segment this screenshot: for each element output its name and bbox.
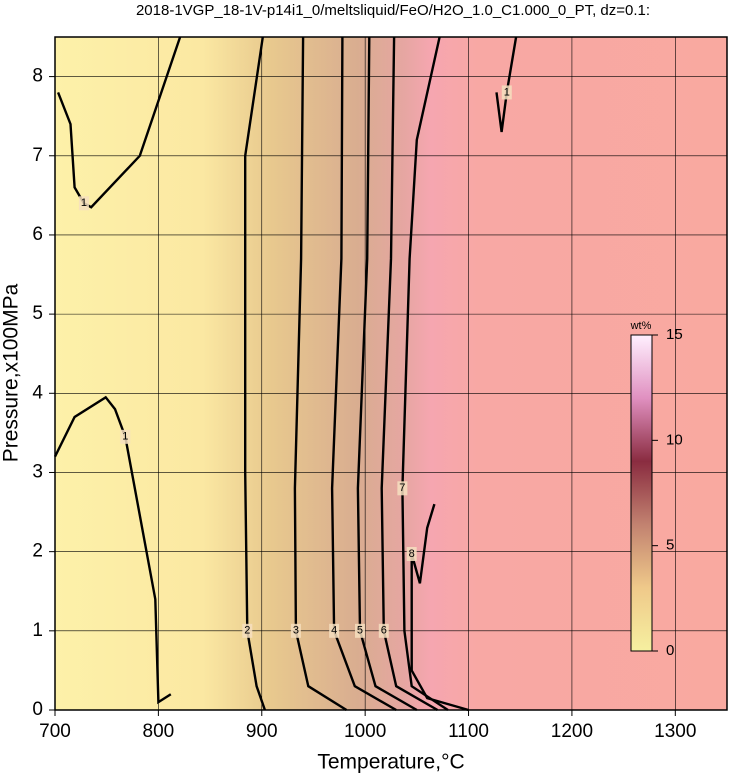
x-tick-label: 700: [39, 721, 71, 742]
y-tick-label: 6: [32, 224, 43, 245]
y-tick-label: 2: [32, 541, 43, 562]
contour-line: [244, 36, 267, 711]
y-tick-label: 4: [32, 382, 43, 403]
x-tick-label: 800: [143, 721, 175, 742]
contour-label: 5: [357, 625, 363, 637]
contour-label-bg: [120, 429, 131, 444]
y-tick-label: 1: [32, 620, 43, 641]
contour-label-bg: [397, 481, 408, 496]
contour-label-bg: [242, 623, 253, 638]
contour-line: [380, 36, 439, 712]
x-tick-label: 1300: [654, 721, 696, 742]
contour-label-bg: [406, 547, 417, 562]
contour-line: [356, 36, 418, 712]
chart-title: 2018-1VGP_18-1V-p14i1_0/meltsliquid/FeO/…: [136, 2, 650, 19]
y-tick-label: 3: [32, 461, 43, 482]
plot-frame: [54, 36, 728, 711]
contour-line: [293, 36, 348, 712]
contour-label-bg: [378, 623, 389, 638]
contour-label: 2: [244, 625, 250, 637]
y-tick-label: 7: [32, 145, 43, 166]
contour-label: 1: [122, 431, 128, 443]
y-tick-label: 5: [32, 303, 43, 324]
contour-label-bg: [78, 196, 89, 211]
x-tick-label: 1200: [551, 721, 593, 742]
colorbar: [630, 334, 653, 652]
contour-label-bg: [329, 623, 340, 638]
contour-line: [330, 36, 397, 712]
x-tick-label: 900: [246, 721, 278, 742]
contour-label-bg: [354, 623, 365, 638]
contour-label: 1: [81, 197, 87, 209]
colorbar-label: wt%: [630, 320, 652, 332]
colorbar-tick-label: 15: [666, 326, 683, 343]
y-tick-label: 8: [32, 66, 43, 87]
x-tick-label: 1000: [344, 721, 386, 742]
contour-label: 1: [504, 86, 510, 98]
contour-label: 8: [409, 548, 415, 560]
colorbar-tick-label: 10: [666, 431, 683, 448]
x-tick-label: 1100: [448, 721, 489, 742]
contour-label-bg: [501, 85, 512, 100]
y-axis-label: Pressure,x100MPa: [0, 283, 23, 462]
contour-label-bg: [290, 623, 301, 638]
contour-label: 4: [331, 625, 337, 637]
plot-area: [55, 37, 727, 710]
contour-line: [53, 395, 172, 705]
contour-label: 6: [381, 625, 387, 637]
contour-line: [495, 36, 518, 133]
contour-label: 7: [399, 482, 405, 494]
contour-label: 3: [293, 625, 299, 637]
y-tick-label: 0: [32, 699, 43, 720]
x-axis-label: Temperature,°C: [317, 751, 464, 774]
colorbar-tick-label: 5: [666, 537, 674, 554]
colorbar-tick-label: 0: [666, 642, 674, 659]
